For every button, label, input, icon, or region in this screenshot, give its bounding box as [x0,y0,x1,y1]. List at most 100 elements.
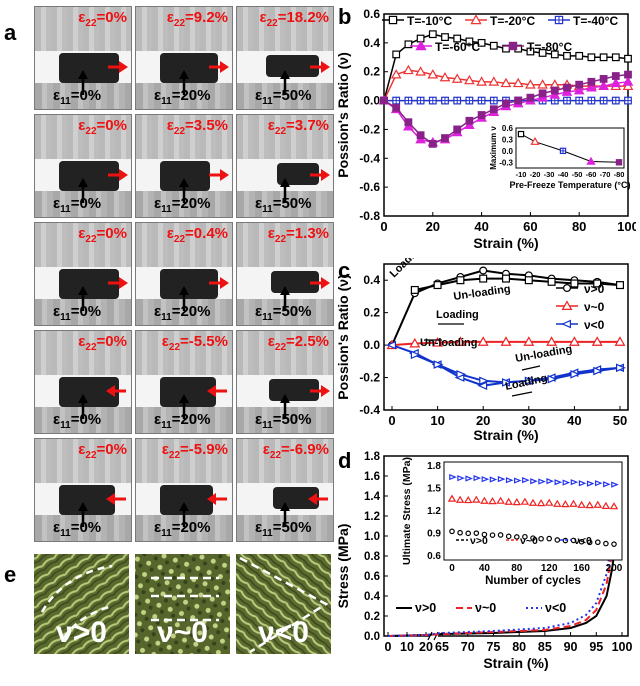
data-point [416,131,425,140]
photo-tile: ε22=0% ε11=0% [34,330,132,434]
x-tick-label: 100 [617,219,636,234]
strain-e11-label: ε11=20% [154,195,211,215]
data-point [614,336,626,346]
data-point [415,66,426,76]
inset-x-tick-label: -60 [586,170,597,179]
arrow-up-icon [78,286,88,311]
inset-point [570,479,579,486]
x-axis-label: Strain (%) [473,235,538,251]
strain-e22-label: ε22=0% [78,441,127,461]
data-point-cross [490,97,498,104]
data-point [451,73,463,83]
y-tick-label: 0.6 [364,571,380,583]
y-axis-label: Possion's Ratio (ν) [336,274,351,399]
series-line [414,353,621,384]
data-point [454,336,466,346]
data-point [575,51,584,60]
data-point [587,77,596,86]
annotation-label: Loading [388,258,427,280]
strain-e22-label: ε22=-5.9% [161,441,228,461]
strain-e11-label: ε11=0% [53,303,102,323]
data-point [464,74,475,85]
inset-point [481,531,488,538]
data-point-cross [441,97,449,104]
data-point-cross [417,97,424,104]
tile-texture-top [136,115,232,159]
arrow-left-icon [106,385,126,397]
inset-point [520,497,530,505]
micro-texture-positive [34,554,129,654]
tile-texture-top [35,223,131,267]
data-point [526,47,535,56]
data-point [514,96,523,105]
chart-d: 0 10 20 65 70 75 80 85 90 95 100 0.0 0.2 0.4 0.6 0.8 1.0… [336,451,632,671]
legend-marker [563,284,572,293]
legend-marker [508,41,518,51]
data-point [441,134,449,142]
tile-texture-top [136,223,232,267]
y-tick-label: 0.4 [363,273,380,287]
inset-point [522,533,528,540]
data-point [526,93,535,102]
arrow-left-icon [308,493,328,505]
x-tick-label: 30 [522,413,536,428]
data-point [439,71,451,82]
arrow-left-icon [207,385,227,397]
inset-point [538,535,544,542]
photo-tile: ε22=9.2% ε11=20% [135,6,233,110]
tile-texture-top [136,331,232,375]
x-tick-label: 90 [564,640,578,654]
tile-texture-top [237,331,333,375]
legend-marker [388,15,398,25]
inset-x-tick-label: -30 [544,170,555,179]
panel-label-b: b [338,4,352,29]
series-line [414,277,621,291]
x-tick-label: 75 [486,640,500,654]
data-point [479,274,488,283]
data-point [563,51,571,60]
y-tick-label: -0.8 [359,209,380,223]
data-point [611,53,620,62]
legend-label: T=-40°C [573,14,618,28]
arrow-up-icon [78,394,88,419]
data-point [624,70,632,79]
data-point [538,89,547,98]
inset-point [593,500,603,508]
plot-frame [383,455,629,637]
inset-x-tick-label: -40 [558,170,569,179]
x-tick-label: 95 [589,640,603,654]
inset-point [554,537,561,543]
annotation-arrow [521,365,541,371]
data-point [616,281,625,290]
data-point [502,274,511,283]
arrow-up-icon [179,502,189,527]
strain-e11-label: ε11=0% [53,411,102,431]
data-point [525,79,536,89]
inset-frame [515,127,625,169]
data-point [409,337,421,348]
tile-texture-top [35,331,131,375]
inset-x-tick-label: 0 [449,563,455,574]
y-tick-label: -0.2 [359,371,380,385]
data-point [570,279,579,288]
data-point [610,77,622,88]
tile-texture-top [136,439,232,483]
inset-point [473,530,480,536]
annotation-label: Un-loading [420,337,477,349]
inset-point [553,499,562,507]
arrow-right-icon [209,61,229,73]
photo-tile: ε22=0.4% ε11=20% [135,222,233,326]
data-point [587,53,596,62]
inset-point [603,540,609,547]
inset-point [514,477,522,484]
arrow-right-icon [310,385,330,397]
data-point [427,69,439,79]
data-point [404,40,413,49]
data-point-cross [478,97,485,104]
y-tick-label: 1.6 [364,471,380,483]
arrow-right-icon [310,277,330,289]
specimen-sample [277,163,319,185]
data-point [456,276,465,285]
inset-point [611,541,617,547]
data-point [616,363,626,373]
